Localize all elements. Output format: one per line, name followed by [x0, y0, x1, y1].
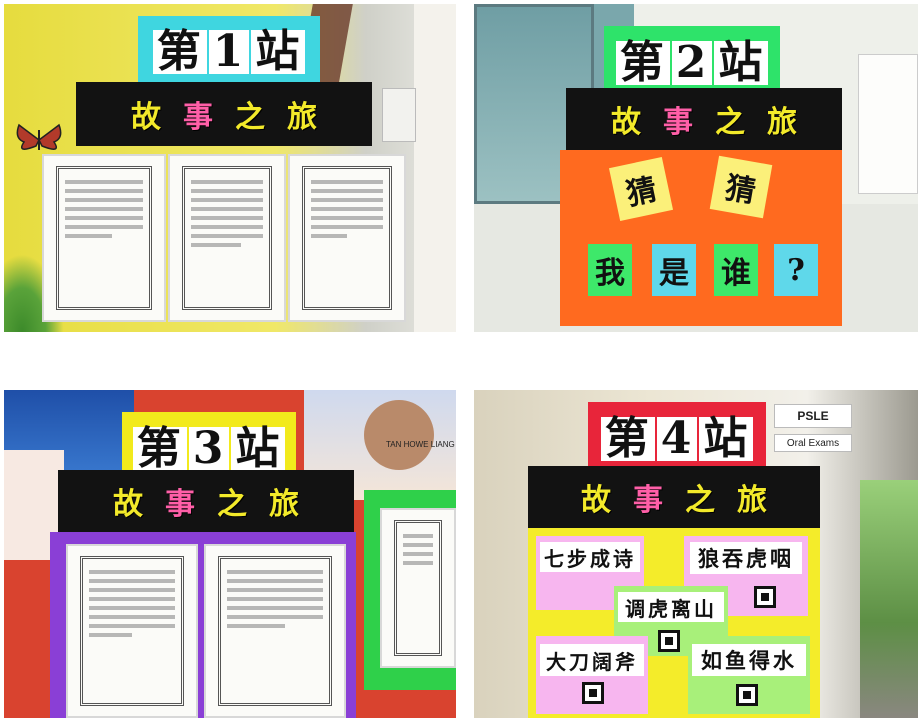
story-sheet — [204, 544, 346, 718]
qr-code-icon — [754, 586, 776, 608]
story-journey-banner: 故 事 之 旅 — [566, 88, 842, 150]
banner-char: 故 — [113, 487, 143, 522]
banner-char: 故 — [611, 105, 641, 140]
side-poster — [858, 54, 918, 194]
banner-char: 之 — [217, 487, 247, 522]
qr-code-icon — [658, 630, 680, 652]
banner-char: 旅 — [269, 487, 299, 522]
station-prefix: 第 — [132, 427, 187, 471]
story-journey-banner: 故 事 之 旅 — [58, 470, 354, 532]
story-sheet — [66, 544, 198, 718]
banner-char: 事 — [663, 105, 693, 140]
story-journey-banner: 故 事 之 旅 — [76, 82, 372, 146]
question-card: 我 — [588, 244, 632, 296]
station-prefix: 第 — [600, 417, 655, 461]
idiom-card: 大刀阔斧 — [540, 644, 644, 676]
qr-code-icon — [736, 684, 758, 706]
idiom-card: 调虎离山 — [618, 592, 724, 622]
qr-code-icon — [582, 682, 604, 704]
banner-char: 事 — [183, 100, 213, 135]
station-prefix: 第 — [615, 41, 670, 85]
wall-sign-psle: PSLE — [774, 404, 852, 428]
orange-board — [560, 150, 842, 326]
guess-card: 猜 — [709, 155, 773, 219]
banner-char: 之 — [685, 483, 715, 518]
story-sheet — [380, 508, 456, 668]
station-suffix: 站 — [699, 417, 754, 461]
station-number: 4 — [656, 417, 698, 461]
station-number: 1 — [208, 30, 250, 74]
guess-card: 猜 — [608, 156, 674, 222]
pillar — [414, 4, 456, 332]
station-number: 2 — [671, 41, 713, 85]
banner-char: 旅 — [287, 100, 317, 135]
question-card: 是 — [652, 244, 696, 296]
outdoor-view — [860, 480, 918, 718]
story-sheet — [288, 154, 406, 322]
station-suffix: 站 — [714, 41, 769, 85]
banner-char: 故 — [131, 100, 161, 135]
station-number: 3 — [188, 427, 230, 471]
station-suffix: 站 — [231, 427, 286, 471]
poster-name: TAN HOWE LIANG — [386, 440, 455, 449]
banner-char: 故 — [581, 483, 611, 518]
banner-char: 之 — [235, 100, 265, 135]
story-journey-banner: 故 事 之 旅 — [528, 466, 820, 528]
banner-char: 事 — [165, 487, 195, 522]
wall-sign-oral-exams: Oral Exams — [774, 434, 852, 452]
idiom-card: 七步成诗 — [540, 542, 640, 572]
story-sheet — [168, 154, 286, 322]
butterfly-icon — [14, 120, 64, 160]
banner-char: 旅 — [737, 483, 767, 518]
station-suffix: 站 — [251, 30, 306, 74]
idiom-card: 如鱼得水 — [692, 644, 806, 676]
banner-char: 旅 — [767, 105, 797, 140]
story-sheet — [42, 154, 166, 322]
banner-char: 之 — [715, 105, 745, 140]
power-socket — [382, 88, 416, 142]
portrait-face — [364, 400, 434, 470]
banner-char: 事 — [633, 483, 663, 518]
idiom-card: 狼吞虎咽 — [690, 542, 802, 574]
question-card: 谁 — [714, 244, 758, 296]
station-prefix: 第 — [152, 30, 207, 74]
question-card: ? — [774, 244, 818, 296]
